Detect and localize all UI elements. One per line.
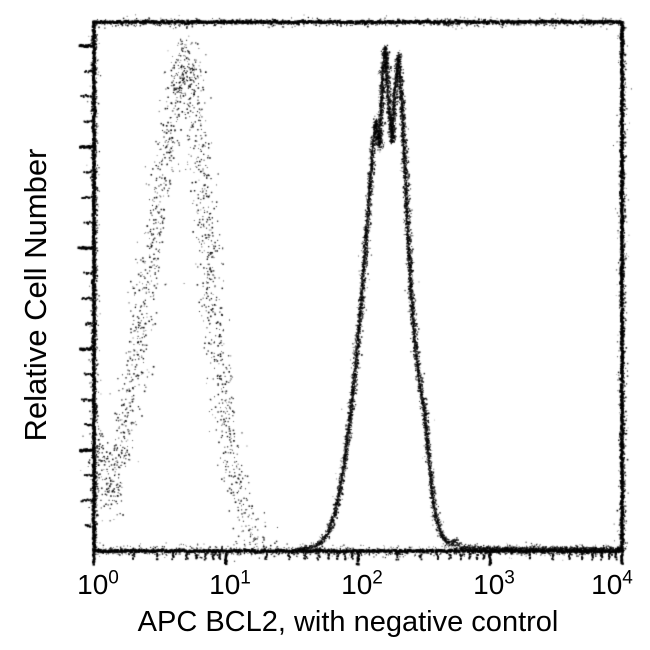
y-axis-title: Relative Cell Number xyxy=(18,148,53,442)
x-axis-tick-label-10e4: 104 xyxy=(591,567,633,600)
x-axis-tick-label-10e1: 101 xyxy=(209,567,251,600)
x-axis-tick-label-10e3: 103 xyxy=(473,567,515,600)
x-axis-title: APC BCL2, with negative control xyxy=(137,606,559,638)
x-axis-tick-label-10e2: 102 xyxy=(341,567,383,600)
x-axis-tick-label-10e0: 100 xyxy=(77,567,119,600)
